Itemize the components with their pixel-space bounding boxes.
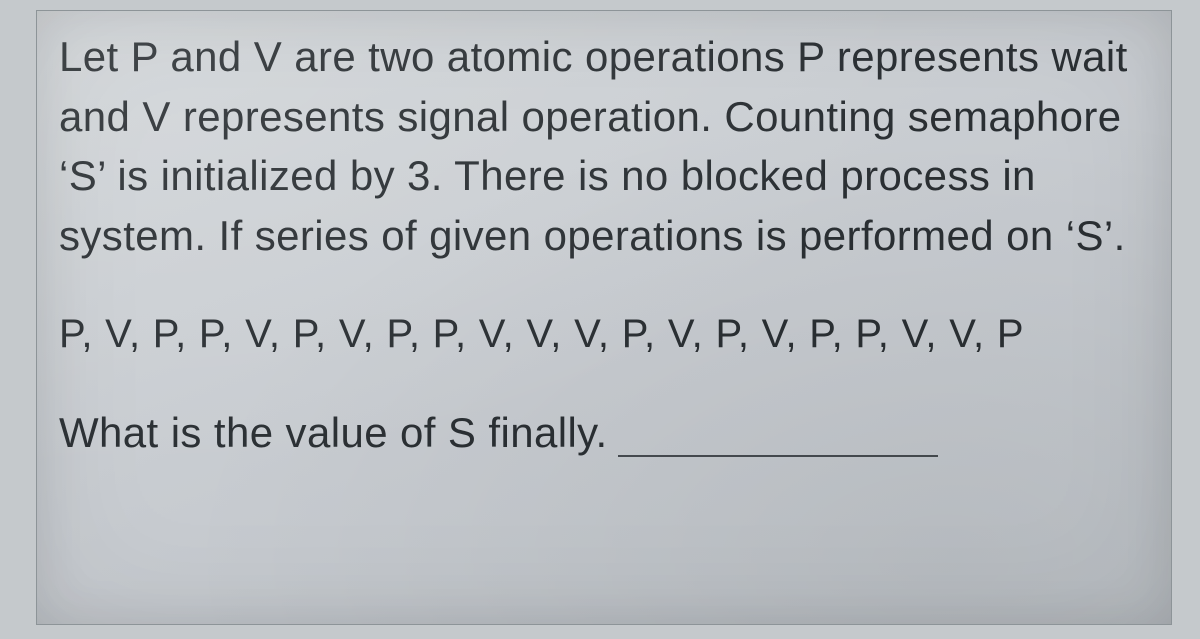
question-card: Let P and V are two atomic operations P … [36,10,1172,625]
answer-blank[interactable] [618,412,938,457]
final-question-text: What is the value of S finally. [59,409,608,457]
final-question-line: What is the value of S finally. [59,409,1149,457]
question-intro-text: Let P and V are two atomic operations P … [59,27,1149,266]
operations-sequence: P, V, P, P, V, P, V, P, P, V, V, V, P, V… [59,312,1149,357]
